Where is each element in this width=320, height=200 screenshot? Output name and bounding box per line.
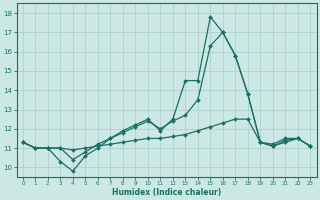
X-axis label: Humidex (Indice chaleur): Humidex (Indice chaleur) [112,188,221,197]
